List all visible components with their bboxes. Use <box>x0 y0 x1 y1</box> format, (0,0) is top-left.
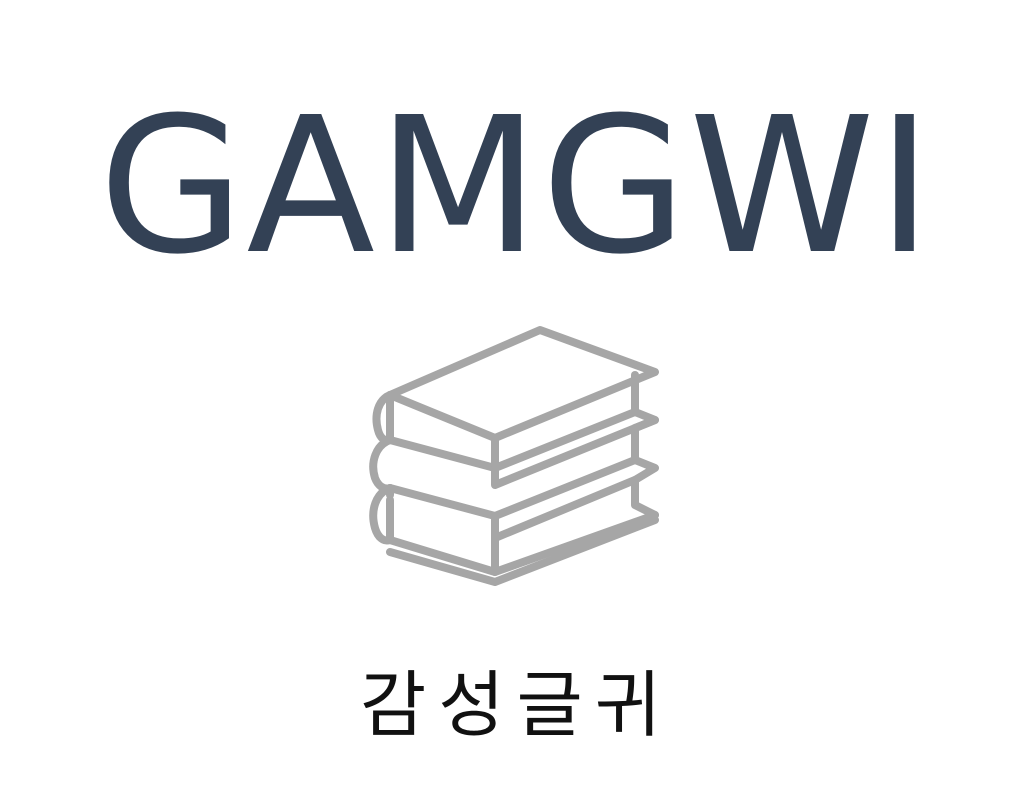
books-stack-icon <box>369 326 659 586</box>
brand-name: GAMGWI <box>98 77 935 296</box>
tagline: 감성글귀 <box>360 663 673 747</box>
